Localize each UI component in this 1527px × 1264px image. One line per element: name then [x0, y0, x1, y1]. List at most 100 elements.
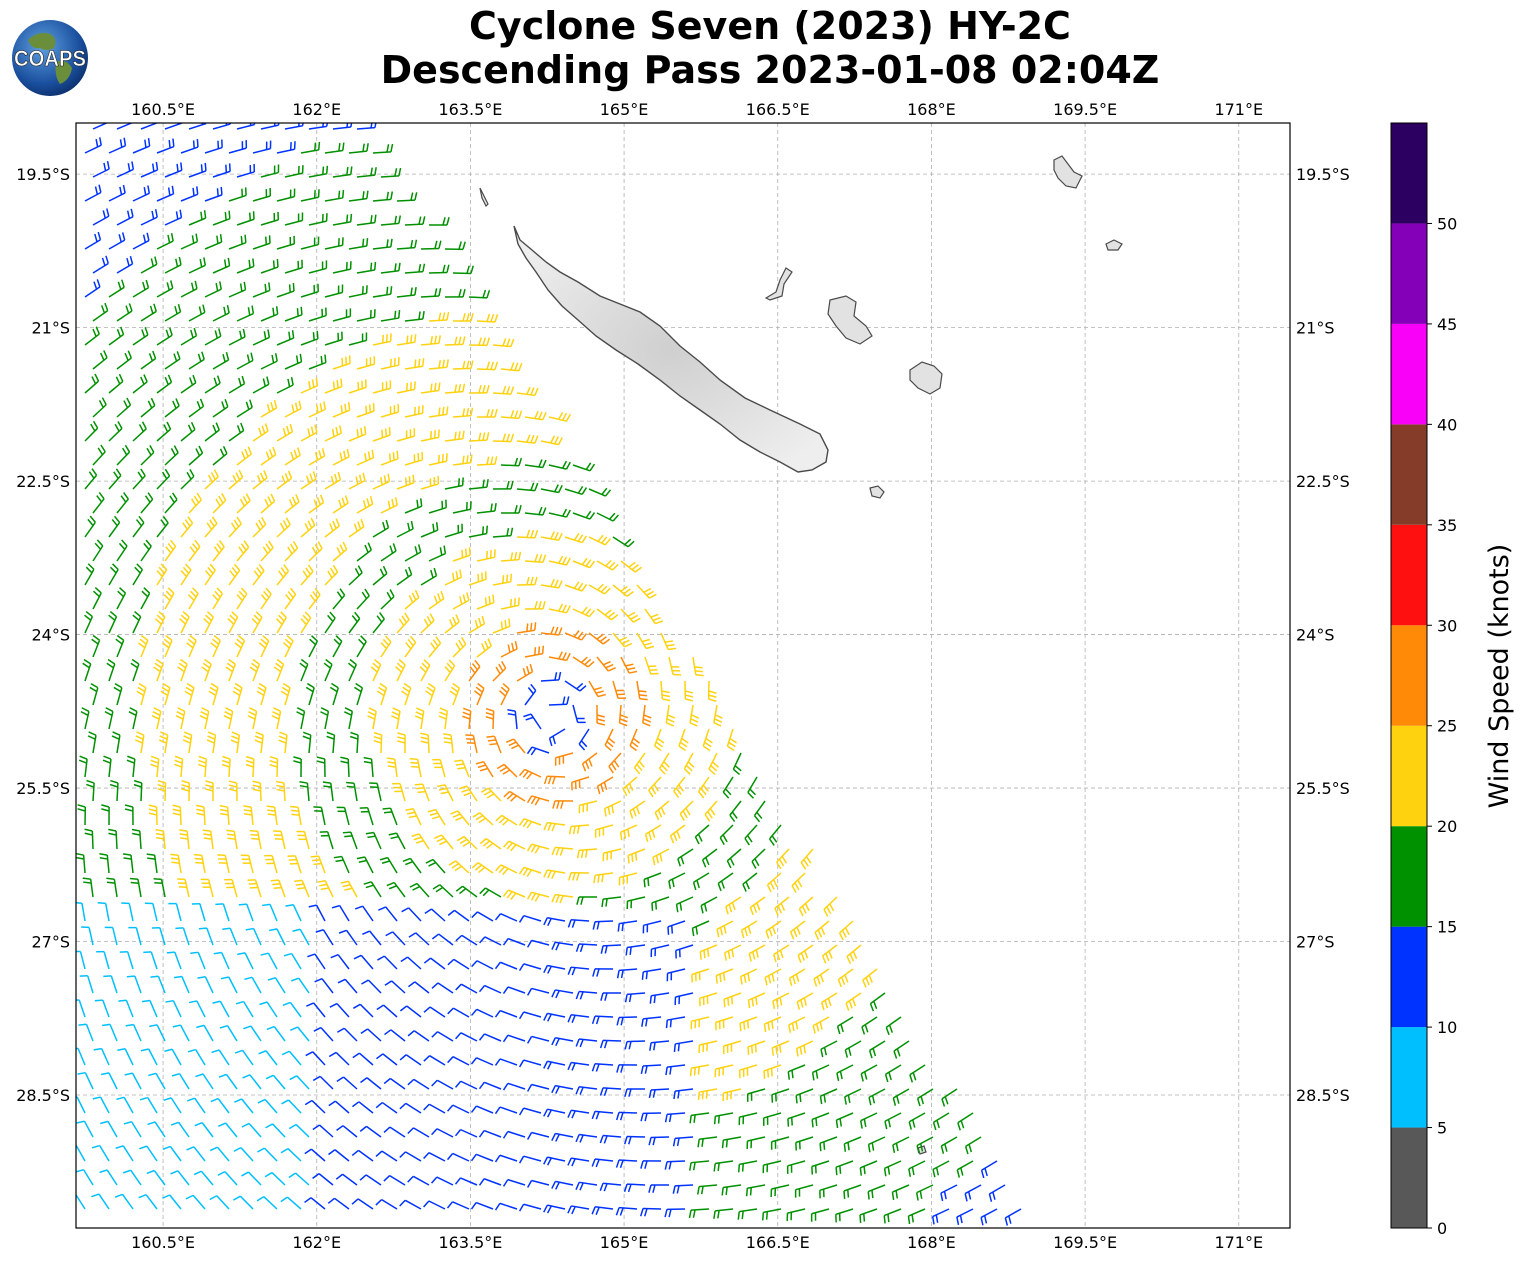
wind-barb [526, 891, 550, 902]
wind-barb [478, 1033, 502, 1042]
wind-barb [180, 516, 194, 538]
wind-barb [543, 821, 566, 832]
wind-barb [372, 238, 393, 250]
wind-barb [76, 1193, 86, 1210]
wind-barb [526, 1035, 550, 1044]
wind-barb [648, 1136, 670, 1146]
wind-barb [588, 632, 611, 645]
wind-barb [459, 785, 478, 802]
wind-barb [742, 872, 758, 892]
wind-barb [737, 1160, 758, 1173]
wind-barb [388, 832, 406, 850]
wind-barb [526, 1131, 550, 1140]
wind-barb [664, 1112, 686, 1123]
wind-barb [774, 896, 790, 916]
wind-barb [175, 927, 190, 946]
wind-barb [234, 1049, 254, 1066]
wind-barb [313, 1026, 334, 1042]
wind-barb [548, 603, 571, 614]
wind-barb [212, 163, 231, 178]
wind-barb [108, 373, 124, 394]
wind-barb [420, 613, 435, 634]
wind-barb [143, 951, 158, 970]
wind-barb [372, 565, 388, 586]
wind-barb [811, 1112, 830, 1128]
wind-barb [290, 977, 310, 994]
wind-barb [156, 185, 175, 202]
wind-barb [284, 123, 304, 130]
wind-barb [665, 1064, 686, 1076]
wind-barb [648, 1088, 670, 1099]
wind-barb [278, 731, 288, 754]
wind-barb [324, 378, 343, 394]
wind-barb [188, 398, 205, 418]
wind-barb [146, 853, 158, 874]
wind-barb [494, 1058, 518, 1066]
wind-barb [567, 1014, 590, 1023]
wind-barb [193, 853, 206, 874]
wind-barb [332, 402, 351, 418]
wind-barb [402, 857, 422, 874]
wind-barb [666, 968, 686, 982]
wind-barb [108, 610, 118, 634]
wind-barb [352, 1003, 374, 1018]
wind-barb [94, 999, 110, 1018]
wind-barb [502, 1178, 526, 1187]
wind-barb [518, 768, 542, 780]
wind-barb [370, 658, 382, 682]
wind-barb [104, 707, 114, 730]
wind-barb [452, 360, 474, 370]
wind-barb [116, 397, 132, 418]
wind-barb [788, 968, 806, 987]
wind-barb [446, 1201, 470, 1210]
wind-barb [356, 542, 372, 562]
wind-barb [420, 240, 442, 250]
wind-barb [564, 485, 588, 496]
wind-barb [252, 376, 270, 394]
wind-barb [447, 1104, 470, 1114]
wind-barb [424, 908, 446, 922]
wind-barb [578, 800, 598, 814]
wind-barb [204, 328, 222, 346]
wind-barb [185, 1194, 206, 1210]
wind-barb [115, 634, 125, 658]
wind-barb [407, 1030, 430, 1042]
wind-barb [249, 658, 261, 682]
wind-barb [697, 1088, 718, 1101]
wind-barb [500, 457, 523, 467]
wind-barb [713, 1208, 734, 1219]
wind-barb [820, 1040, 838, 1058]
wind-barb [716, 920, 734, 938]
wind-barb [776, 848, 790, 870]
wind-barb [265, 1074, 286, 1090]
plot-frame [75, 122, 1291, 1229]
wind-barb [156, 280, 174, 298]
wind-barb [409, 757, 422, 778]
wind-barb [907, 1208, 926, 1225]
wind-barb [300, 611, 312, 634]
wind-barb [811, 1064, 830, 1081]
wind-barb [576, 848, 598, 859]
wind-barb [794, 1184, 814, 1198]
colorbar-tick-label: 35 [1437, 516, 1457, 535]
colorbar-tick-label: 45 [1437, 315, 1457, 334]
wind-barb [260, 540, 274, 562]
lon-tick-label: 168°E [907, 1233, 956, 1252]
wind-barb [236, 587, 248, 610]
wind-barb [324, 189, 345, 202]
wind-barb [116, 161, 135, 178]
wind-barb [452, 454, 473, 466]
wind-barb [140, 256, 158, 274]
wind-barb [356, 403, 375, 418]
lat-ticks-right: 19.5°S 21°S 22.5°S 24°S 25.5°S 27°S 28.5°S [1296, 165, 1350, 1105]
wind-barb [284, 165, 304, 178]
wind-barb [275, 780, 286, 802]
wind-barb [404, 358, 425, 370]
wind-barb [308, 587, 321, 610]
wind-barb [518, 1155, 542, 1164]
wind-barb [252, 470, 268, 490]
colorbar-bin [1391, 223, 1427, 324]
wind-barb [228, 187, 247, 202]
wind-barb [77, 804, 87, 826]
wind-barb [306, 1002, 326, 1018]
